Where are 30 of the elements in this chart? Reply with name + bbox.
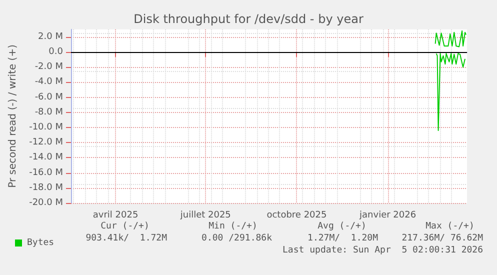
chart-title: Disk throughput for /dev/sdd - by year <box>134 12 364 26</box>
y-tick-label: 0.0 <box>48 47 64 58</box>
y-tick-label: -4.0 M <box>34 77 63 88</box>
y-tick-label: -2.0 M <box>34 62 63 72</box>
text: Avg (-/+) <box>318 222 366 232</box>
text: 0.00 /291.86k <box>202 234 273 244</box>
y-axis-title: Pr second read (-) / write (+) <box>8 44 18 188</box>
y-tick-label: -8.0 M <box>34 107 63 118</box>
x-tick-label: avril 2025 <box>92 210 138 220</box>
x-tick-label: janvier 2026 <box>358 210 416 220</box>
line-series <box>436 53 466 132</box>
y-tick-label: -6.0 M <box>34 92 63 102</box>
text: 217.36M/ 76.62M <box>402 234 484 244</box>
x-tick-label: juillet 2025 <box>179 210 231 220</box>
line-series <box>434 30 467 48</box>
text: Max (-/+) <box>426 222 474 232</box>
y-tick-label: -18.0 M <box>29 182 63 193</box>
y-tick-label: -12.0 M <box>29 138 63 148</box>
legend-label: Bytes <box>27 238 54 248</box>
y-tick-label: -16.0 M <box>29 168 63 178</box>
text: Min (-/+) <box>208 222 258 232</box>
y-tick-label: -10.0 M <box>29 122 63 133</box>
y-tick-label: -20.0 M <box>29 198 63 208</box>
y-tick-label: 2.0 M <box>38 32 63 42</box>
text: 903.41k/ 1.72M <box>86 234 168 244</box>
text: 1.27M/ 1.20M <box>308 234 379 244</box>
text: Last update: Sun Apr 5 02:00:31 2026 <box>282 246 483 256</box>
text: Cur (-/+) <box>100 222 150 232</box>
x-tick-label: octobre 2025 <box>266 210 327 220</box>
y-tick-label: -14.0 M <box>29 152 63 163</box>
